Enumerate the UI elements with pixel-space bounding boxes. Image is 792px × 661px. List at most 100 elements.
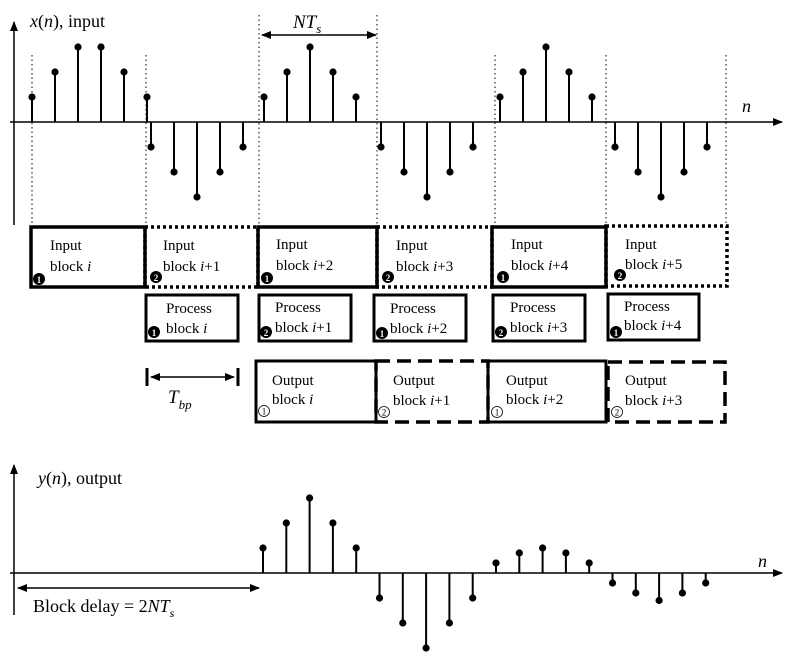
output-block-4: Output block i+3 2 <box>606 360 727 424</box>
block-badge-icon <box>610 326 622 338</box>
input-sample-stem <box>703 122 711 151</box>
svg-text:1: 1 <box>380 329 385 339</box>
input-block-5-line1: Input <box>511 237 543 253</box>
input-sample-stem <box>216 122 224 176</box>
process-block-3: Process block i+2 1 <box>372 293 468 343</box>
output-block-3-line2: block i+2 <box>506 392 563 408</box>
output-blocks-row: Output block i 1 Output block i+1 2 Outp… <box>254 359 727 424</box>
output-samples <box>259 494 710 652</box>
input-block-5: Input block i+4 1 <box>490 225 608 289</box>
input-sample-stem <box>74 43 82 122</box>
svg-text:2: 2 <box>618 271 623 281</box>
process-block-5-line1: Process <box>624 299 670 315</box>
output-block-4-line1: Output <box>625 373 668 389</box>
input-sample-stem <box>306 43 314 122</box>
svg-text:1: 1 <box>152 328 157 338</box>
output-block-2-line2: block i+1 <box>393 393 450 409</box>
block-badge-icon <box>495 326 507 338</box>
input-sample-stem <box>519 68 527 122</box>
block-badge-icon <box>150 271 162 283</box>
input-block-4-line2: block i+3 <box>396 259 453 275</box>
svg-text:1: 1 <box>614 328 619 338</box>
output-sample-stem <box>282 519 290 573</box>
input-block-3-line1: Input <box>276 237 308 253</box>
top-y-axis-label: x(n), input <box>29 11 105 32</box>
process-block-1-line2: block i <box>166 321 207 337</box>
input-sample-stem <box>143 93 151 122</box>
block-badge-icon <box>261 272 273 284</box>
input-sample-stem <box>611 122 619 151</box>
output-signal-plot: y(n), output n Block delay = 2NTs <box>10 464 783 652</box>
block-badge-icon <box>382 271 394 283</box>
input-sample-stem <box>239 122 247 151</box>
input-sample-stem <box>588 93 596 122</box>
input-blocks-row: Input block i 1 Input block i+1 2 Input … <box>29 224 729 289</box>
input-signal-plot: x(n), input n NTs <box>10 11 783 228</box>
input-sample-stem <box>352 93 360 122</box>
input-sample-stem <box>680 122 688 176</box>
input-sample-stem <box>170 122 178 176</box>
process-block-2: Process block i+1 2 <box>257 293 353 343</box>
svg-text:2: 2 <box>264 328 269 338</box>
input-sample-stem <box>400 122 408 176</box>
input-block-2: Input block i+1 2 <box>143 225 260 289</box>
output-sample-stem <box>608 573 617 587</box>
input-block-2-line1: Input <box>163 238 195 254</box>
output-sample-stem <box>655 573 663 605</box>
input-sample-stem <box>496 93 504 122</box>
block-badge-icon <box>148 326 160 338</box>
process-block-1-line1: Process <box>166 301 212 317</box>
block-badge-icon <box>378 406 390 418</box>
output-sample-stem <box>678 573 687 597</box>
output-block-3-line1: Output <box>506 373 549 389</box>
input-block-2-line2: block i+1 <box>163 259 220 275</box>
input-sample-stem <box>634 122 642 176</box>
output-block-3: Output block i+2 1 <box>486 359 608 424</box>
output-sample-stem <box>306 494 314 573</box>
input-block-6-line1: Input <box>625 237 657 253</box>
input-sample-stem <box>446 122 454 176</box>
input-sample-stem <box>97 43 105 122</box>
input-block-4-line1: Input <box>396 238 428 254</box>
process-block-5: Process block i+4 1 <box>606 292 701 342</box>
svg-text:2: 2 <box>154 273 159 283</box>
output-sample-stem <box>562 549 570 573</box>
input-sample-stem <box>147 122 155 151</box>
input-sample-stem <box>260 93 268 122</box>
input-sample-stem <box>283 68 291 122</box>
input-block-1: Input block i 1 <box>29 225 147 289</box>
output-sample-stem <box>539 544 547 573</box>
input-sample-stem <box>120 68 128 122</box>
block-badge-icon <box>611 406 623 418</box>
input-sample-stem <box>28 93 36 122</box>
output-sample-stem <box>445 573 453 627</box>
input-block-6-line2: block i+5 <box>625 257 682 273</box>
output-sample-stem <box>422 573 430 652</box>
block-badge-icon <box>491 406 503 418</box>
output-sample-stem <box>259 544 267 573</box>
bottom-x-axis-label: n <box>758 551 767 571</box>
input-sample-stem <box>565 68 573 122</box>
input-block-6: Input block i+5 2 <box>604 224 729 288</box>
nts-span-label: NTs <box>292 12 321 36</box>
block-badge-icon <box>33 273 45 285</box>
output-block-1-line1: Output <box>272 373 315 389</box>
block-badge-icon <box>497 271 509 283</box>
process-block-3-line1: Process <box>390 301 436 317</box>
output-sample-stem <box>352 544 360 573</box>
block-badge-icon <box>260 326 272 338</box>
output-sample-stem <box>632 573 640 597</box>
input-sample-stem <box>51 68 59 122</box>
input-block-5-line2: block i+4 <box>511 258 569 274</box>
process-block-1: Process block i 1 <box>144 293 240 343</box>
input-sample-stem <box>377 122 385 151</box>
input-sample-stem <box>423 122 431 201</box>
input-sample-stem <box>329 68 337 122</box>
output-sample-stem <box>375 573 384 602</box>
bottom-y-axis-label: y(n), output <box>36 468 122 489</box>
output-sample-stem <box>469 573 477 602</box>
output-block-4-line2: block i+3 <box>625 393 682 409</box>
tbp-span: Tbp <box>145 368 240 412</box>
svg-text:2: 2 <box>499 328 504 338</box>
input-sample-stem <box>469 122 477 151</box>
